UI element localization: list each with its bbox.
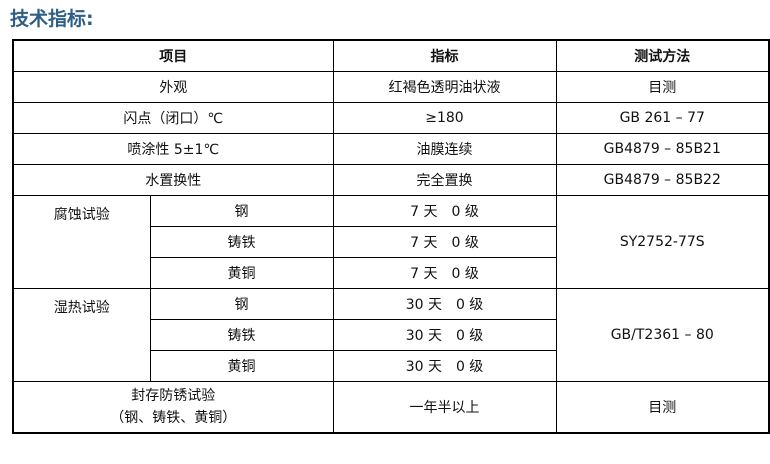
table-row: 湿热试验钢 30 天 0 级 GB/T2361 – 80 bbox=[12, 288, 770, 382]
spec-cell: 油膜连续 bbox=[332, 133, 557, 165]
group-name: 湿热试验 bbox=[12, 288, 151, 382]
method-cell: 目测 bbox=[555, 381, 770, 434]
spec-cell: 红褐色透明油状液 bbox=[332, 71, 557, 103]
spec-cell: 30 天 0 级 bbox=[332, 288, 557, 320]
method-cell: GB/T2361 – 80 bbox=[555, 288, 770, 382]
item-cell: 闪点（闭口）℃ bbox=[12, 102, 334, 134]
section-title: 技术指标: bbox=[10, 8, 94, 30]
metal-cell: 铸铁 bbox=[149, 226, 334, 258]
table-row: 外观 红褐色透明油状液 目测 bbox=[12, 71, 770, 103]
item-line2: （钢、铸铁、黄铜） bbox=[110, 410, 237, 426]
metal-cell: 黄铜 bbox=[149, 350, 334, 382]
method-cell: GB 261 – 77 bbox=[555, 102, 770, 134]
table-row: 腐蚀试验钢 7 天 0 级 SY2752-77S bbox=[12, 195, 770, 289]
table-row: 铸铁 7 天 0 级 bbox=[13, 226, 769, 258]
metal-cell: 钢 bbox=[149, 288, 334, 320]
table-row: 黄铜 7 天 0 级 bbox=[13, 257, 769, 289]
table-row: 水置换性 完全置换 GB4879 – 85B22 bbox=[12, 164, 770, 196]
header-row: 项目 指标 测试方法 bbox=[12, 39, 770, 72]
spec-table: 项目 指标 测试方法 外观 红褐色透明油状液 目测 闪点（闭口）℃ ≥180 GB 26… bbox=[12, 39, 770, 434]
header-spec: 指标 bbox=[332, 39, 557, 72]
method-cell: SY2752-77S bbox=[555, 195, 770, 289]
method-cell: 目测 bbox=[555, 71, 770, 103]
method-cell: GB4879 – 85B21 bbox=[555, 133, 770, 165]
metal-cell: 铸铁 bbox=[149, 319, 334, 351]
spec-cell: 7 天 0 级 bbox=[332, 257, 557, 289]
table-row: 铸铁 30 天 0 级 bbox=[13, 319, 769, 351]
metal-cell: 黄铜 bbox=[149, 257, 334, 289]
table-row: 封存防锈试验 （钢、铸铁、黄铜） 一年半以上 目测 bbox=[12, 381, 770, 434]
item-cell: 封存防锈试验 （钢、铸铁、黄铜） bbox=[12, 381, 334, 434]
header-method: 测试方法 bbox=[555, 39, 770, 72]
spec-cell: 一年半以上 bbox=[332, 381, 557, 434]
spec-cell: 完全置换 bbox=[332, 164, 557, 196]
table-row: 黄铜 30 天 0 级 bbox=[13, 350, 769, 382]
table-row: 闪点（闭口）℃ ≥180 GB 261 – 77 bbox=[12, 102, 770, 134]
spec-cell: 30 天 0 级 bbox=[332, 319, 557, 351]
group-name: 腐蚀试验 bbox=[12, 195, 151, 289]
metal-cell: 钢 bbox=[149, 195, 334, 227]
spec-cell: 30 天 0 级 bbox=[332, 350, 557, 382]
spec-cell: ≥180 bbox=[332, 102, 557, 134]
item-cell: 水置换性 bbox=[12, 164, 334, 196]
item-cell: 外观 bbox=[12, 71, 334, 103]
table-row: 喷涂性 5±1℃ 油膜连续 GB4879 – 85B21 bbox=[12, 133, 770, 165]
method-cell: GB4879 – 85B22 bbox=[555, 164, 770, 196]
spec-cell: 7 天 0 级 bbox=[332, 226, 557, 258]
item-cell: 喷涂性 5±1℃ bbox=[12, 133, 334, 165]
item-line1: 封存防锈试验 bbox=[131, 388, 216, 404]
spec-cell: 7 天 0 级 bbox=[332, 195, 557, 227]
header-item: 项目 bbox=[12, 39, 334, 72]
